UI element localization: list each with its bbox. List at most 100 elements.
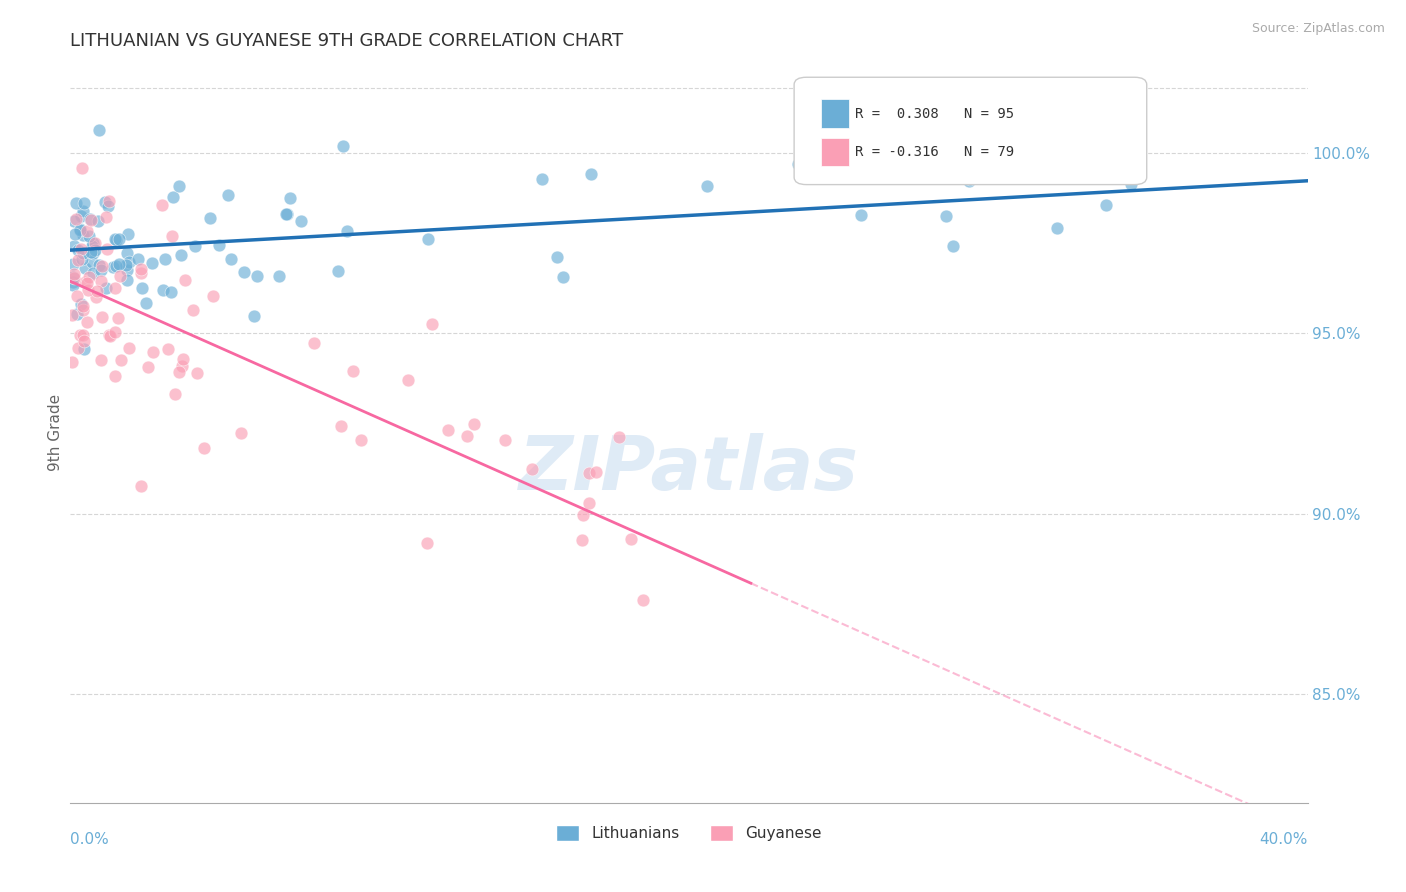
Point bbox=[65, 211, 87, 226]
Point bbox=[97, 199, 120, 213]
Text: ZIPatlas: ZIPatlas bbox=[519, 434, 859, 506]
Point bbox=[73, 342, 96, 356]
Point bbox=[108, 232, 131, 246]
Point bbox=[170, 248, 193, 262]
Point bbox=[98, 329, 121, 343]
Point bbox=[62, 275, 84, 289]
Point bbox=[494, 433, 516, 447]
Point bbox=[245, 269, 267, 284]
Point bbox=[89, 353, 111, 368]
Point bbox=[579, 167, 602, 181]
Point bbox=[115, 272, 138, 286]
Text: 40.0%: 40.0% bbox=[1260, 832, 1308, 847]
Text: LITHUANIAN VS GUYANESE 9TH GRADE CORRELATION CHART: LITHUANIAN VS GUYANESE 9TH GRADE CORRELA… bbox=[70, 32, 623, 50]
Point bbox=[1046, 221, 1069, 235]
Point bbox=[114, 258, 136, 272]
Point bbox=[959, 172, 981, 186]
Point bbox=[329, 418, 352, 433]
Point bbox=[456, 429, 478, 443]
Point bbox=[157, 342, 180, 356]
Point bbox=[585, 465, 607, 479]
Point bbox=[66, 289, 89, 303]
Point bbox=[522, 462, 544, 476]
Point bbox=[131, 261, 153, 276]
Point bbox=[80, 245, 103, 260]
Point bbox=[101, 260, 124, 274]
Point bbox=[155, 252, 177, 266]
Point bbox=[60, 355, 83, 369]
Point bbox=[162, 229, 184, 244]
Point bbox=[172, 352, 194, 367]
Point bbox=[1095, 198, 1118, 212]
Point bbox=[531, 172, 554, 186]
Point bbox=[90, 274, 112, 288]
Point bbox=[276, 206, 298, 220]
Point bbox=[69, 223, 91, 237]
Point bbox=[110, 269, 132, 284]
Point bbox=[173, 273, 195, 287]
Point bbox=[163, 387, 186, 401]
Point bbox=[62, 270, 84, 285]
Point bbox=[551, 270, 574, 285]
Point bbox=[276, 207, 298, 221]
Point bbox=[136, 359, 159, 374]
Point bbox=[104, 281, 127, 295]
Point bbox=[193, 442, 215, 456]
Point bbox=[150, 198, 173, 212]
Legend: Lithuanians, Guyanese: Lithuanians, Guyanese bbox=[550, 819, 828, 847]
Point bbox=[77, 270, 100, 285]
Point bbox=[94, 195, 117, 210]
Point bbox=[72, 227, 94, 242]
Point bbox=[183, 239, 205, 253]
Point bbox=[84, 236, 107, 251]
Point bbox=[865, 156, 887, 170]
Point bbox=[1001, 154, 1024, 169]
Point bbox=[186, 367, 208, 381]
Point bbox=[396, 373, 419, 387]
Point bbox=[83, 243, 105, 257]
Point bbox=[69, 328, 91, 343]
Point bbox=[607, 430, 630, 444]
Point bbox=[342, 364, 364, 378]
Point bbox=[98, 328, 121, 343]
Point bbox=[80, 239, 103, 253]
Point bbox=[167, 365, 190, 379]
Point bbox=[69, 209, 91, 223]
Point bbox=[572, 508, 595, 522]
Point bbox=[107, 257, 129, 271]
Point bbox=[620, 533, 643, 547]
Point bbox=[1002, 169, 1025, 184]
Point bbox=[267, 268, 290, 283]
Point bbox=[219, 252, 242, 266]
Point bbox=[63, 239, 86, 253]
Point bbox=[129, 267, 152, 281]
Point bbox=[66, 253, 89, 268]
Point bbox=[73, 275, 96, 289]
Point bbox=[546, 250, 568, 264]
Point bbox=[578, 467, 600, 481]
Point bbox=[198, 211, 221, 225]
Point bbox=[72, 299, 94, 313]
Point bbox=[72, 328, 94, 343]
Point bbox=[129, 479, 152, 493]
Point bbox=[62, 257, 84, 271]
Point bbox=[80, 255, 103, 269]
Point bbox=[73, 334, 96, 348]
Point bbox=[63, 271, 86, 285]
Point bbox=[131, 281, 153, 295]
Point bbox=[77, 228, 100, 243]
Bar bbox=[821, 99, 849, 128]
Point bbox=[232, 265, 254, 279]
Point bbox=[416, 232, 439, 246]
Point bbox=[349, 433, 371, 447]
Point bbox=[181, 302, 204, 317]
Point bbox=[578, 496, 600, 510]
Point bbox=[416, 536, 439, 550]
Point bbox=[86, 213, 108, 227]
Point bbox=[1119, 177, 1142, 191]
Point bbox=[66, 307, 89, 321]
Y-axis label: 9th Grade: 9th Grade bbox=[48, 394, 63, 471]
Point bbox=[65, 195, 87, 210]
Point bbox=[786, 156, 808, 170]
Point bbox=[69, 222, 91, 236]
